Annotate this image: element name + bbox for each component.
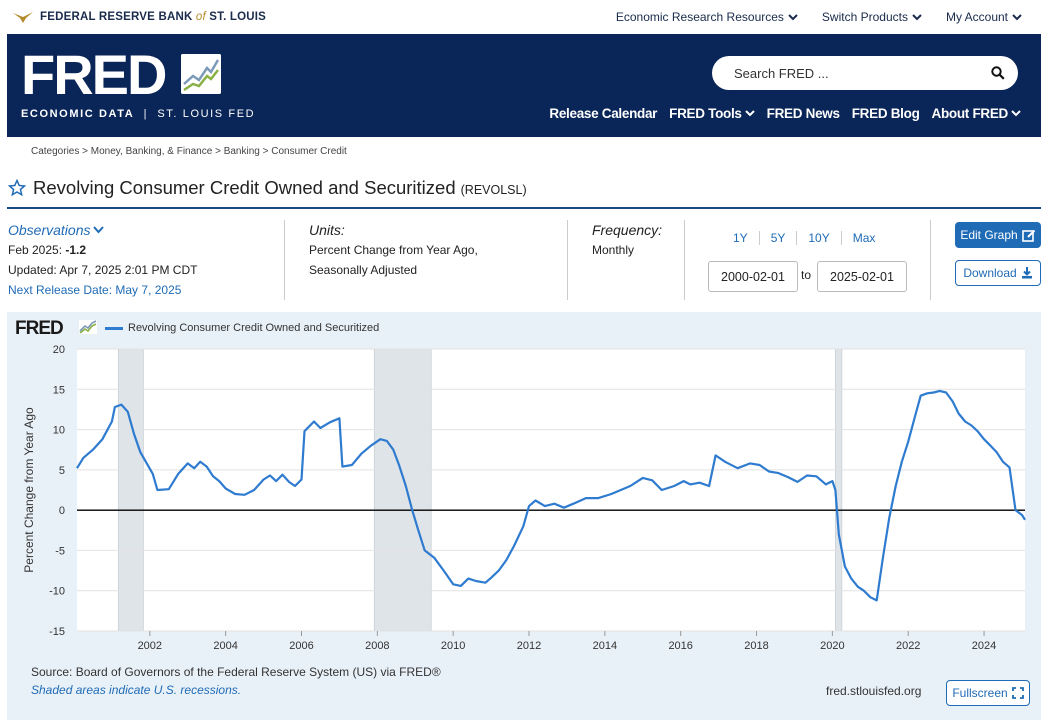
recession-band [373, 348, 432, 632]
main-nav: Release Calendar FRED Tools FRED News FR… [549, 106, 1021, 121]
date-from-input[interactable] [708, 261, 798, 292]
updated-date: Updated: Apr 7, 2025 2:01 PM CDT [8, 263, 198, 277]
chevron-down-icon [93, 226, 105, 234]
frequency-block: Frequency: Monthly [592, 220, 662, 260]
nav-release-calendar[interactable]: Release Calendar [549, 106, 658, 121]
chevron-down-icon [1011, 110, 1021, 117]
x-tick-label: 2018 [744, 640, 768, 652]
top-bar: FEDERAL RESERVE BANK of ST. LOUIS Econom… [0, 0, 1048, 34]
my-account-menu[interactable]: My Account [946, 10, 1022, 24]
nav-fred-tools[interactable]: FRED Tools [669, 106, 755, 121]
fred-logo[interactable]: FRED [21, 43, 167, 106]
x-tick-label: 2010 [441, 640, 465, 652]
range-max-button[interactable]: Max [852, 231, 876, 245]
edit-icon [1021, 229, 1035, 242]
plot-area [77, 349, 1025, 631]
x-tick-label: 2008 [365, 640, 389, 652]
line-chart[interactable]: 20 15 10 5 0 -5 -10 -15 2002 2004 2006 2008 2010 201… [7, 312, 1041, 720]
chart-fred-logo: FRED [15, 318, 64, 339]
chart-logo-graph-icon [79, 320, 97, 334]
chart-panel: FRED Revolving Consumer Credit Owned and… [7, 312, 1041, 720]
chevron-down-icon [744, 110, 755, 117]
recession-note[interactable]: Shaded areas indicate U.S. recessions. [31, 683, 242, 697]
range-10y-button[interactable]: 10Y [797, 231, 842, 245]
series-id: (REVOLSL) [460, 183, 527, 197]
next-release-link[interactable]: Next Release Date: May 7, 2025 [8, 283, 182, 297]
x-tick-label: 2016 [668, 640, 692, 652]
y-tick-label: 10 [53, 425, 65, 437]
y-tick-label: -15 [49, 626, 65, 638]
y-tick-label: -10 [49, 586, 65, 598]
fred-url[interactable]: fred.stlouisfed.org [826, 684, 922, 698]
y-tick-label: 0 [59, 505, 65, 517]
units-line-1: Percent Change from Year Ago, [309, 243, 478, 257]
series-line[interactable] [76, 389, 1026, 602]
search-input[interactable] [712, 56, 1018, 90]
chevron-down-icon [788, 13, 798, 20]
units-block: Units: Percent Change from Year Ago, Sea… [309, 220, 478, 280]
units-label: Units: [309, 222, 345, 238]
edit-graph-button[interactable]: Edit Graph [955, 222, 1041, 248]
nav-about-fred[interactable]: About FRED [932, 106, 1021, 121]
to-label: to [801, 268, 812, 282]
x-tick-label: 2024 [972, 640, 996, 652]
observations-toggle[interactable]: Observations [8, 220, 197, 240]
x-tick-label: 2006 [289, 640, 313, 652]
recession-band [117, 348, 144, 632]
nav-fred-news[interactable]: FRED News [766, 106, 840, 121]
legend-label: Revolving Consumer Credit Owned and Secu… [128, 322, 380, 334]
observations-block: Observations Feb 2025: -1.2 Updated: Apr… [8, 220, 197, 300]
range-1y-button[interactable]: 1Y [722, 231, 760, 245]
range-5y-button[interactable]: 5Y [760, 231, 798, 245]
meta-separator [930, 220, 931, 300]
meta-separator [684, 220, 685, 300]
x-tick-label: 2014 [593, 640, 617, 652]
fullscreen-icon [1011, 687, 1024, 699]
y-tick-label: 5 [59, 465, 65, 477]
chevron-down-icon [1012, 13, 1022, 20]
site-header: FRED ECONOMIC DATA | ST. LOUIS FED Relea… [7, 34, 1041, 137]
fred-logo-graph-icon [181, 54, 221, 94]
bank-name: FEDERAL RESERVE BANK of ST. LOUIS [40, 11, 267, 23]
chart-source: Source: Board of Governors of the Federa… [31, 665, 441, 679]
x-tick-label: 2002 [138, 640, 162, 652]
x-tick-label: 2022 [896, 640, 920, 652]
date-to-input[interactable] [817, 261, 907, 292]
top-nav: Economic Research Resources Switch Produ… [616, 10, 1022, 24]
switch-products-menu[interactable]: Switch Products [822, 10, 922, 24]
meta-separator [567, 220, 568, 300]
title-divider [7, 207, 1041, 209]
nav-fred-blog[interactable]: FRED Blog [851, 106, 920, 121]
legend-swatch [105, 326, 123, 330]
latest-observation: Feb 2025: -1.2 [8, 243, 87, 257]
y-tick-label: 15 [53, 384, 65, 396]
search-icon[interactable] [991, 66, 1005, 80]
y-tick-label: 20 [53, 344, 65, 356]
y-axis-label: Percent Change from Year Ago [22, 407, 36, 573]
breadcrumb[interactable]: Categories > Money, Banking, & Finance >… [31, 146, 347, 157]
x-tick-label: 2012 [517, 640, 541, 652]
bank-brand[interactable]: FEDERAL RESERVE BANK of ST. LOUIS [12, 10, 266, 24]
download-icon [1021, 267, 1032, 279]
header-subtitle: ECONOMIC DATA | ST. LOUIS FED [21, 108, 256, 120]
fullscreen-button[interactable]: Fullscreen [946, 680, 1030, 706]
chevron-down-icon [912, 13, 922, 20]
frequency-label: Frequency: [592, 222, 663, 238]
eagle-icon [13, 12, 33, 23]
meta-separator [284, 220, 285, 300]
x-tick-label: 2020 [820, 640, 844, 652]
title-row: Revolving Consumer Credit Owned and Secu… [8, 176, 527, 199]
download-button[interactable]: Download [955, 260, 1041, 286]
star-icon[interactable] [8, 179, 26, 197]
y-tick-label: -5 [55, 545, 65, 557]
range-selector: 1Y 5Y 10Y Max [722, 231, 886, 245]
economic-research-resources-menu[interactable]: Economic Research Resources [616, 10, 798, 24]
units-line-2: Seasonally Adjusted [309, 263, 418, 277]
page-title: Revolving Consumer Credit Owned and Secu… [33, 177, 456, 198]
chart-legend[interactable]: Revolving Consumer Credit Owned and Secu… [105, 322, 379, 334]
x-tick-label: 2004 [213, 640, 237, 652]
frequency-value: Monthly [592, 243, 635, 257]
